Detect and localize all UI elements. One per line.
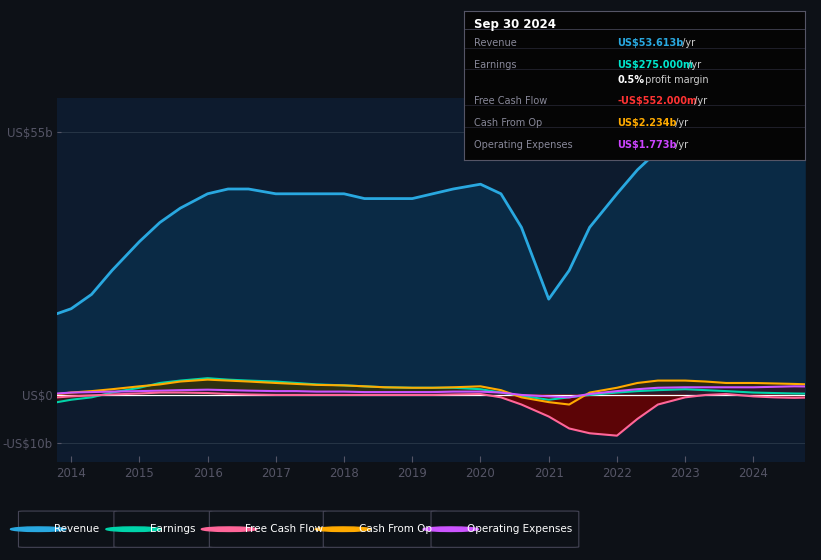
Text: Sep 30 2024: Sep 30 2024 [474, 18, 556, 31]
Text: Cash From Op: Cash From Op [474, 118, 543, 128]
Text: profit margin: profit margin [642, 75, 709, 85]
Text: Earnings: Earnings [474, 60, 516, 70]
FancyBboxPatch shape [209, 511, 327, 547]
Text: Cash From Op: Cash From Op [359, 524, 432, 534]
Text: /yr: /yr [678, 38, 695, 48]
FancyBboxPatch shape [114, 511, 213, 547]
Circle shape [423, 527, 479, 531]
Circle shape [11, 527, 66, 531]
FancyBboxPatch shape [323, 511, 437, 547]
Text: Revenue: Revenue [474, 38, 517, 48]
Circle shape [315, 527, 371, 531]
Text: /yr: /yr [690, 96, 707, 106]
Text: US$1.773b: US$1.773b [617, 141, 677, 150]
Text: US$275.000m: US$275.000m [617, 60, 693, 70]
Circle shape [106, 527, 162, 531]
Text: Earnings: Earnings [149, 524, 195, 534]
Text: /yr: /yr [685, 60, 701, 70]
Text: Operating Expenses: Operating Expenses [474, 141, 573, 150]
Text: Free Cash Flow: Free Cash Flow [474, 96, 548, 106]
Text: US$2.234b: US$2.234b [617, 118, 677, 128]
Text: -US$552.000m: -US$552.000m [617, 96, 697, 106]
FancyBboxPatch shape [18, 511, 117, 547]
Text: Free Cash Flow: Free Cash Flow [245, 524, 323, 534]
Text: 0.5%: 0.5% [617, 75, 644, 85]
Circle shape [201, 527, 257, 531]
Text: US$53.613b: US$53.613b [617, 38, 684, 48]
FancyBboxPatch shape [431, 511, 579, 547]
Text: /yr: /yr [672, 118, 689, 128]
Text: Revenue: Revenue [54, 524, 99, 534]
Text: Operating Expenses: Operating Expenses [467, 524, 572, 534]
Text: /yr: /yr [672, 141, 689, 150]
